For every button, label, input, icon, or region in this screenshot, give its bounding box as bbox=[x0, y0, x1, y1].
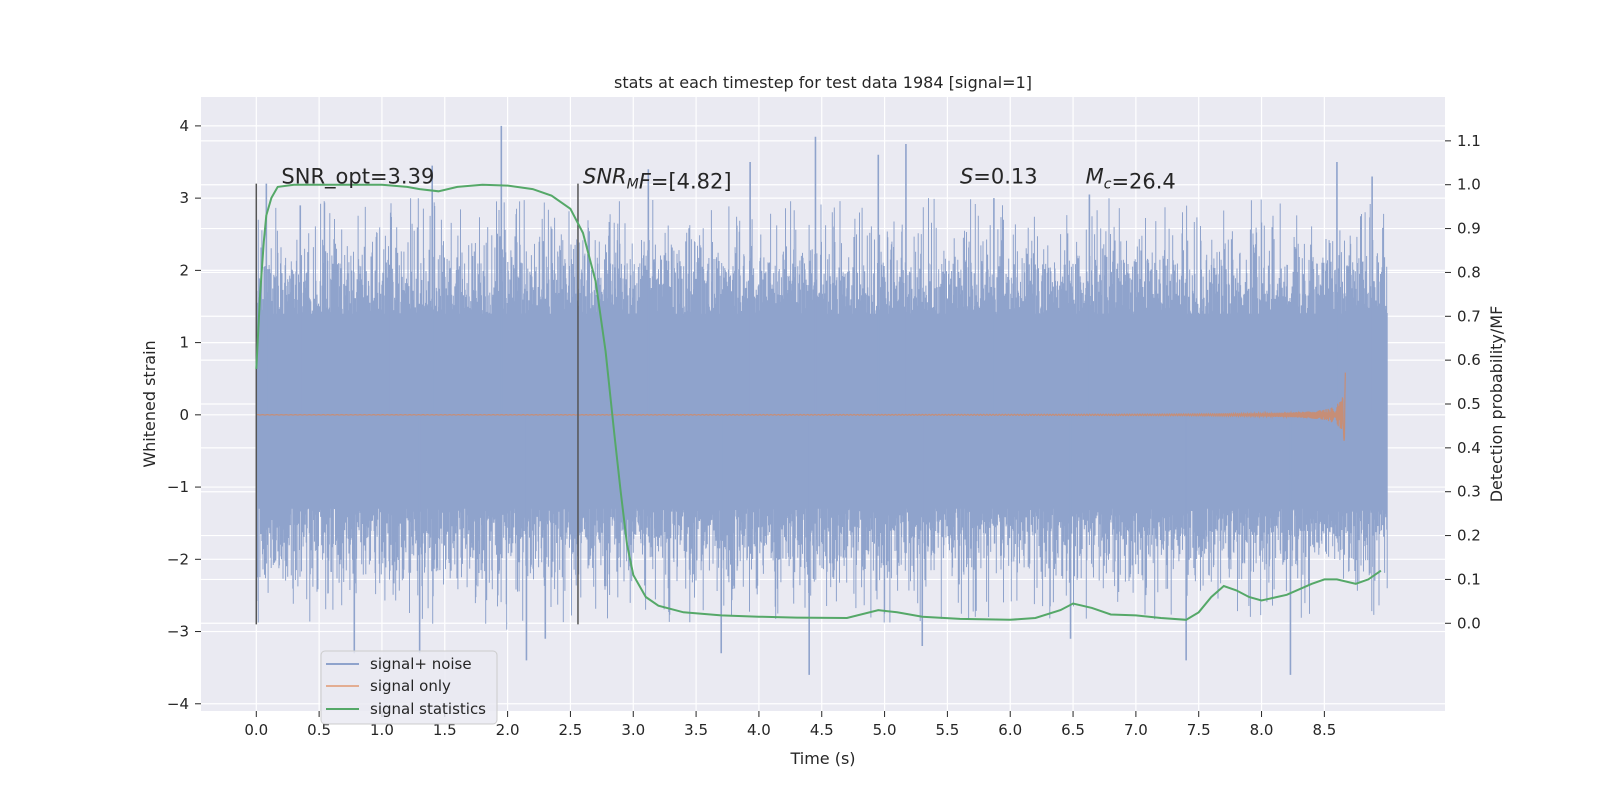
chart-title: stats at each timestep for test data 198… bbox=[614, 73, 1032, 92]
x-tick-label: 5.5 bbox=[935, 721, 959, 739]
x-tick-label: 4.0 bbox=[747, 721, 771, 739]
x-tick-label: 7.0 bbox=[1124, 721, 1148, 739]
x-tick-label: 3.5 bbox=[684, 721, 708, 739]
x-axis-label: Time (s) bbox=[789, 749, 855, 768]
annotation-text: Mc=26.4 bbox=[1086, 165, 1176, 194]
x-tick-label: 4.5 bbox=[810, 721, 834, 739]
vertical-markers bbox=[255, 183, 579, 625]
left-y-tick-label: 2 bbox=[179, 261, 189, 279]
x-tick-label: 0.0 bbox=[244, 721, 268, 739]
x-tick-label: 7.5 bbox=[1187, 721, 1211, 739]
left-y-axis-label: Whitened strain bbox=[140, 340, 159, 467]
left-y-axis-ticks: 4 3 2 1 0 −1 −2 −3 −4 bbox=[167, 117, 201, 713]
legend-box bbox=[320, 650, 498, 725]
legend-label-signal-plus-noise: signal+ noise bbox=[370, 655, 472, 673]
x-tick-label: 6.0 bbox=[998, 721, 1022, 739]
annotations: SNR_opt=3.39 SNRMF=[4.82] S=0.13 Mc=26.4 bbox=[281, 165, 1175, 194]
x-tick-label: 2.5 bbox=[559, 721, 583, 739]
legend-label-signal-statistics: signal statistics bbox=[370, 700, 486, 718]
x-tick-label: 6.5 bbox=[1061, 721, 1085, 739]
left-y-tick-label: −3 bbox=[167, 623, 189, 641]
x-tick-label: 8.0 bbox=[1250, 721, 1274, 739]
x-tick-label: 1.0 bbox=[370, 721, 394, 739]
x-axis-ticks: 0.0 0.5 1.0 1.5 2.0 2.5 3.0 3.5 4.0 4.5 5.0 5.5 6.0 6… bbox=[244, 711, 1336, 739]
right-y-tick-label: 1.0 bbox=[1457, 176, 1481, 194]
legend: signal+ noise signal only signal statist… bbox=[320, 650, 498, 725]
signal-only-trace bbox=[256, 372, 1346, 441]
left-y-tick-label: 1 bbox=[179, 334, 189, 352]
x-tick-label: 2.0 bbox=[496, 721, 520, 739]
signal-only-series bbox=[256, 372, 1346, 441]
left-y-tick-label: 3 bbox=[179, 189, 189, 207]
right-y-tick-label: 0.0 bbox=[1457, 614, 1481, 632]
right-y-tick-label: 0.1 bbox=[1457, 570, 1481, 588]
right-y-tick-label: 0.9 bbox=[1457, 220, 1481, 238]
signal-statistics-line bbox=[255, 183, 1382, 621]
x-tick-label: 5.0 bbox=[873, 721, 897, 739]
right-y-axis-ticks: 1.1 1.0 0.9 0.8 0.7 0.6 0.5 0.4 0.3 0.2 0.1 0.0 bbox=[1445, 132, 1481, 632]
x-tick-label: 0.5 bbox=[307, 721, 331, 739]
left-y-tick-label: 4 bbox=[179, 117, 189, 135]
left-y-tick-label: −1 bbox=[167, 478, 189, 496]
right-y-tick-label: 0.6 bbox=[1457, 351, 1481, 369]
x-tick-label: 3.0 bbox=[621, 721, 645, 739]
right-y-tick-label: 0.7 bbox=[1457, 307, 1481, 325]
signal-statistics-series bbox=[255, 183, 1382, 621]
left-y-tick-label: −4 bbox=[167, 695, 189, 713]
right-y-tick-label: 0.3 bbox=[1457, 483, 1481, 501]
signal-plus-noise-series bbox=[255, 125, 1388, 675]
annotation-text: S=0.13 bbox=[960, 165, 1038, 189]
right-y-tick-label: 0.8 bbox=[1457, 263, 1481, 281]
right-y-axis-label: Detection probability/MF bbox=[1487, 306, 1506, 503]
left-y-tick-label: −2 bbox=[167, 550, 189, 568]
legend-label-signal-only: signal only bbox=[370, 677, 451, 695]
x-tick-label: 1.5 bbox=[433, 721, 457, 739]
right-y-tick-label: 0.4 bbox=[1457, 439, 1481, 457]
annotation-text: SNR_opt=3.39 bbox=[281, 165, 434, 190]
right-y-tick-label: 1.1 bbox=[1457, 132, 1481, 150]
left-y-tick-label: 0 bbox=[179, 406, 189, 424]
right-y-tick-label: 0.2 bbox=[1457, 527, 1481, 545]
right-y-tick-label: 0.5 bbox=[1457, 395, 1481, 413]
x-tick-label: 8.5 bbox=[1312, 721, 1336, 739]
annotation-text: SNRMF=[4.82] bbox=[583, 165, 732, 194]
